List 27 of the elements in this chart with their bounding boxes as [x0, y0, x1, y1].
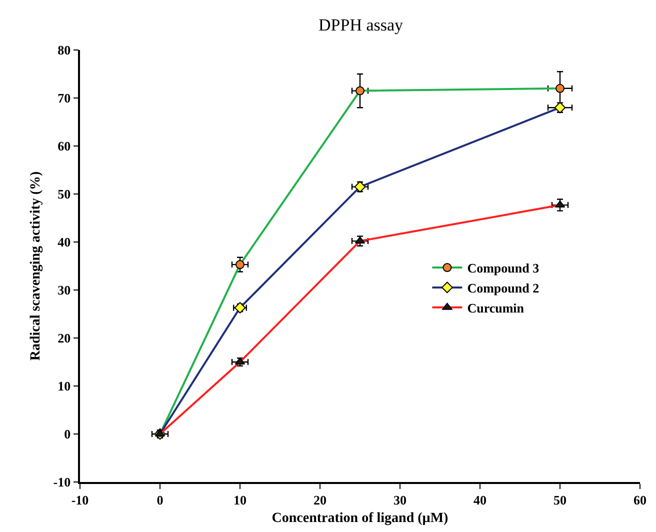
- y-tick-label: 40: [58, 234, 71, 250]
- point: [236, 260, 244, 270]
- y-tick-label: 30: [58, 282, 71, 298]
- x-tick-label: 10: [234, 492, 246, 508]
- legend-label: Compound 3: [467, 260, 540, 276]
- y-tick-label: 0: [64, 426, 71, 442]
- y-tick-label: 20: [58, 330, 71, 346]
- point: [356, 86, 364, 96]
- y-tick-label: 70: [58, 90, 71, 106]
- x-tick-label: -10: [71, 492, 89, 508]
- x-axis-title: Concentration of ligand (µM): [272, 511, 449, 526]
- x-tick-label: 20: [314, 492, 326, 508]
- point: [556, 84, 564, 93]
- y-tick-label: -10: [53, 474, 71, 490]
- y-tick-label: 80: [58, 42, 71, 58]
- y-axis-title: Radical scavenging activity (%): [28, 170, 44, 361]
- legend-label: Compound 2: [467, 280, 540, 296]
- y-tick-label: 50: [58, 186, 71, 202]
- x-tick-label: 50: [554, 492, 566, 508]
- y-tick-label: 60: [58, 138, 71, 154]
- x-tick-label: 30: [394, 492, 406, 508]
- x-tick-label: 40: [474, 492, 486, 508]
- chart-title: DPPH assay: [318, 16, 404, 35]
- x-tick-label: 60: [634, 492, 646, 508]
- x-tick-label: 0: [156, 492, 164, 508]
- y-tick-label: 10: [58, 378, 71, 394]
- legend-label: Curcumin: [467, 300, 525, 316]
